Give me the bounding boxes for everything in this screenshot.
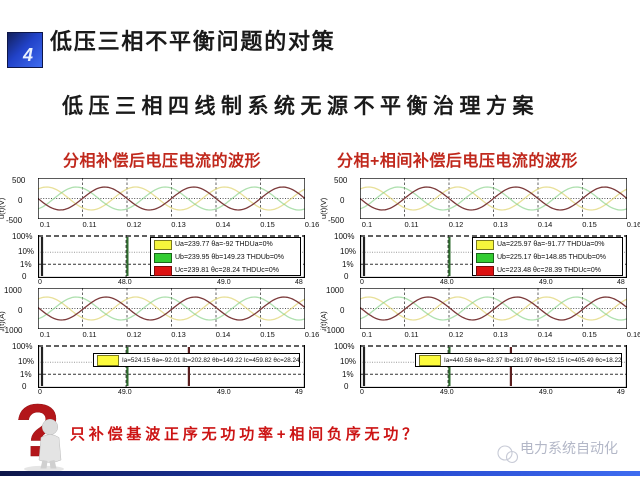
svg-text:4: 4 [22, 45, 33, 65]
